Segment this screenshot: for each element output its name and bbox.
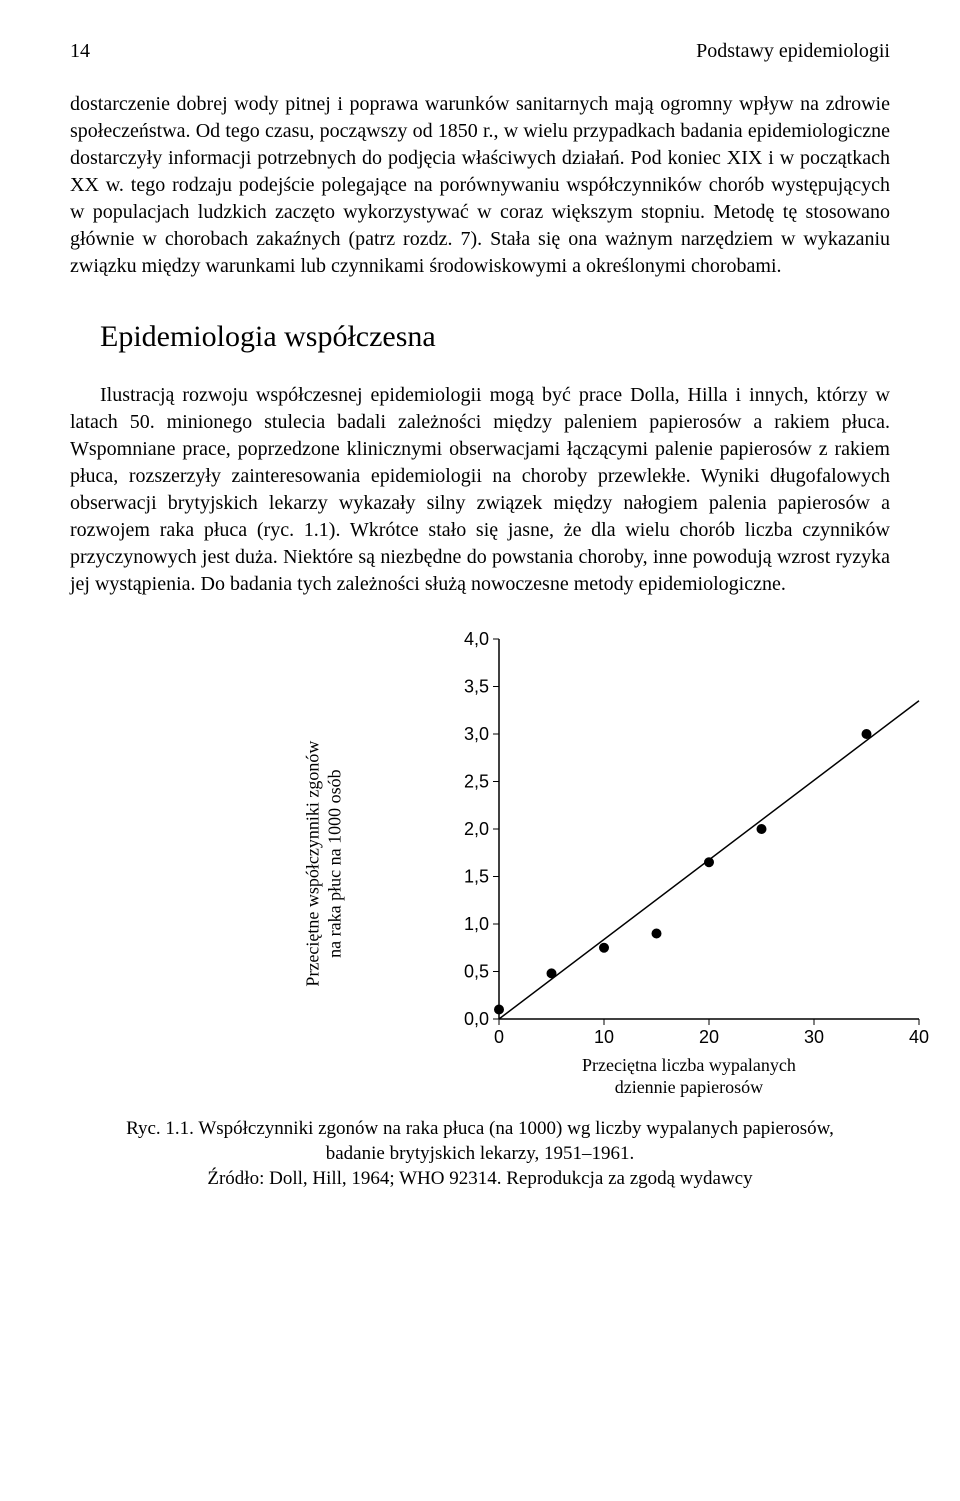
svg-text:2,5: 2,5 xyxy=(464,772,489,792)
figure-caption-line3: Źródło: Doll, Hill, 1964; WHO 92314. Rep… xyxy=(207,1168,752,1189)
chart-x-axis-label: Przeciętna liczba wypalanych dziennie pa… xyxy=(449,1055,929,1098)
paragraph-1: dostarczenie dobrej wody pitnej i popraw… xyxy=(70,91,890,280)
running-title: Podstawy epidemiologii xyxy=(696,40,890,63)
svg-text:3,0: 3,0 xyxy=(464,724,489,744)
page: 14 Podstawy epidemiologii dostarczenie d… xyxy=(0,0,960,1231)
chart-y-axis-label: Przeciętne współczynniki zgonów na raka … xyxy=(302,741,345,987)
page-number: 14 xyxy=(70,40,90,63)
svg-text:0: 0 xyxy=(494,1027,504,1047)
svg-text:20: 20 xyxy=(699,1027,719,1047)
figure-caption-line1: Ryc. 1.1. Współczynniki zgonów na raka p… xyxy=(126,1118,834,1139)
svg-text:4,0: 4,0 xyxy=(464,629,489,649)
paragraph-2: Ilustracją rozwoju współczesnej epidemio… xyxy=(70,382,890,598)
svg-text:2,0: 2,0 xyxy=(464,819,489,839)
svg-text:3,5: 3,5 xyxy=(464,677,489,697)
running-header: 14 Podstawy epidemiologii xyxy=(70,40,890,63)
svg-text:40: 40 xyxy=(909,1027,929,1047)
svg-text:1,0: 1,0 xyxy=(464,914,489,934)
svg-text:1,5: 1,5 xyxy=(464,867,489,887)
figure-caption: Ryc. 1.1. Współczynniki zgonów na raka p… xyxy=(70,1117,890,1191)
figure-caption-line2: badanie brytyjskich lekarzy, 1951–1961. xyxy=(326,1143,635,1164)
svg-text:0,0: 0,0 xyxy=(464,1009,489,1029)
section-heading: Epidemiologia współczesna xyxy=(100,320,890,354)
svg-text:30: 30 xyxy=(804,1027,824,1047)
figure-1-1: Przeciętne współczynniki zgonów na raka … xyxy=(200,628,760,1099)
svg-text:10: 10 xyxy=(594,1027,614,1047)
svg-text:0,5: 0,5 xyxy=(464,962,489,982)
scatter-chart: 0,0 0,5 1,0 1,5 2,0 2,5 3,0 3,5 4,0 0 10 20 30 40 xyxy=(449,629,929,1049)
